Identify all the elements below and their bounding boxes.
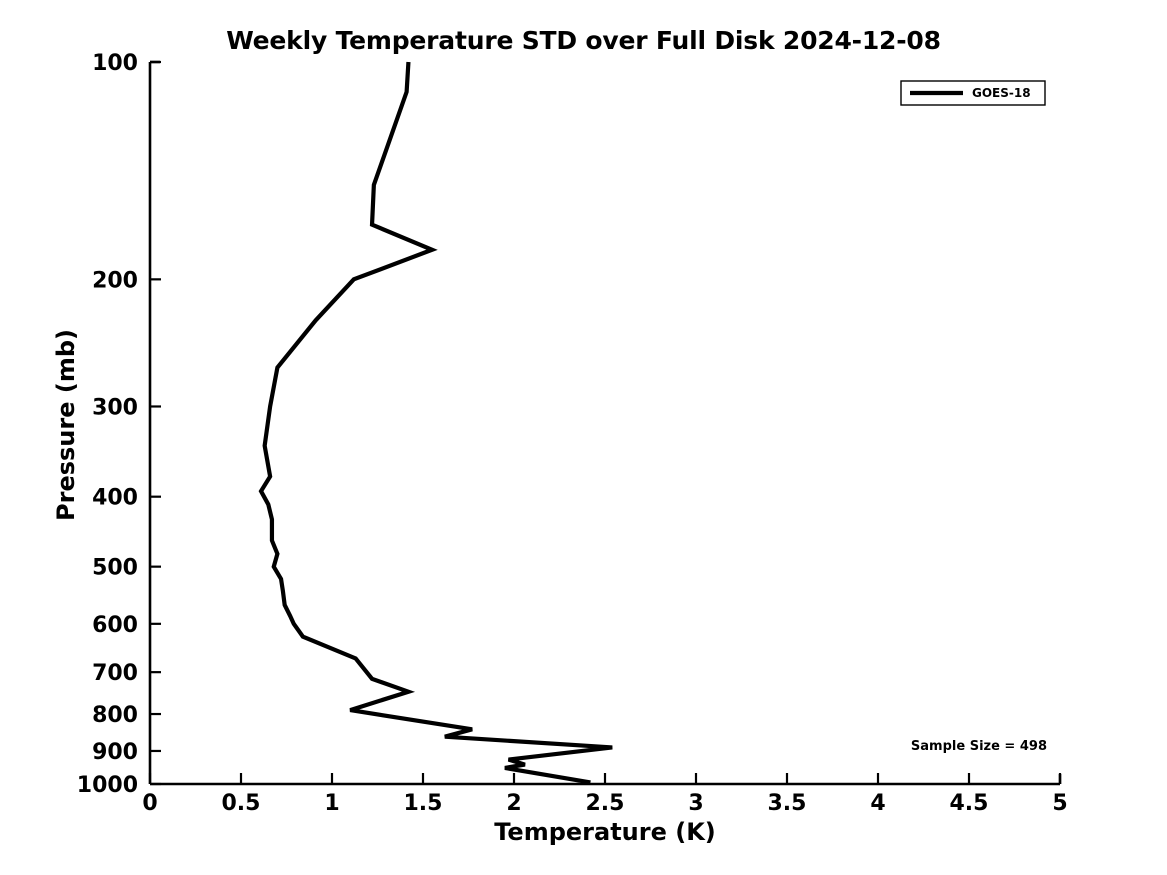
y-tick-label: 300 [92, 395, 138, 420]
y-tick-label: 500 [92, 556, 138, 581]
y-tick-label: 900 [92, 740, 138, 765]
x-tick-label: 3 [688, 791, 703, 816]
series-line-goes-18 [258, 61, 613, 785]
y-tick-label: 1000 [77, 773, 138, 798]
x-tick-label: 2 [506, 791, 521, 816]
page-title: Weekly Temperature STD over Full Disk 20… [226, 26, 941, 55]
y-axis-label: Pressure (mb) [52, 329, 80, 521]
legend[interactable]: GOES-18 [900, 80, 1046, 106]
x-axis-tick-labels: 0 0.5 1 1.5 2 2.5 3 3.5 4 4.5 5 [142, 791, 1067, 816]
y-tick-label: 700 [92, 661, 138, 686]
x-tick-label: 0.5 [222, 791, 261, 816]
data-series-group [258, 61, 613, 785]
y-tick-label: 800 [92, 703, 138, 728]
x-tick-label: 1.5 [404, 791, 443, 816]
x-axis-label: Temperature (K) [494, 818, 716, 846]
y-axis-tick-labels: 100 200 300 400 500 600 700 800 900 1000 [77, 51, 138, 798]
x-tick-label: 3.5 [768, 791, 807, 816]
legend-label-goes-18: GOES-18 [972, 86, 1031, 100]
sample-size-annotation: Sample Size = 498 [911, 739, 1047, 754]
x-tick-label: 4.5 [950, 791, 989, 816]
y-tick-label: 100 [92, 51, 138, 76]
x-tick-label: 4 [870, 791, 885, 816]
x-tick-label: 5 [1052, 791, 1067, 816]
y-axis-ticks [150, 60, 161, 786]
y-tick-label: 400 [92, 486, 138, 511]
x-tick-label: 1 [324, 791, 339, 816]
x-axis-ticks [148, 773, 1062, 784]
y-tick-label: 200 [92, 268, 138, 293]
x-tick-label: 0 [142, 791, 157, 816]
x-tick-label: 2.5 [586, 791, 625, 816]
y-tick-label: 600 [92, 613, 138, 638]
